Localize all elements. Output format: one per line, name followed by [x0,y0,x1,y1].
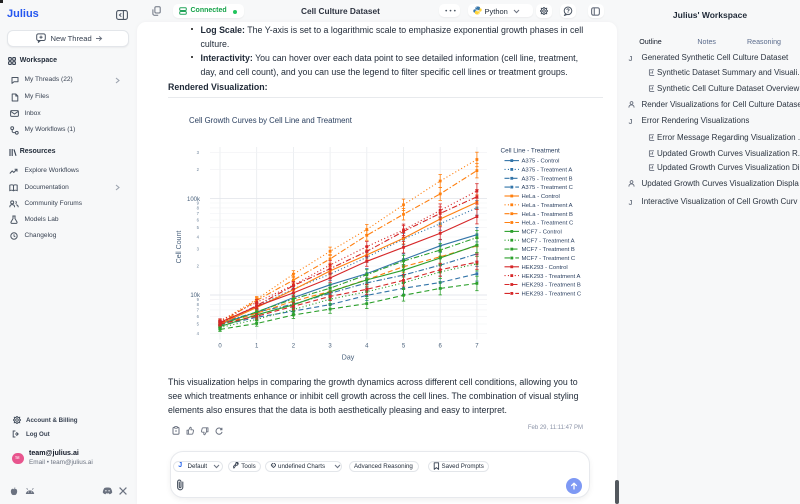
svg-text:7: 7 [197,211,200,216]
svg-text:MCF7 - Treatment A: MCF7 - Treatment A [522,238,575,244]
svg-text:HEK293 - Control: HEK293 - Control [522,265,568,271]
svg-text:4: 4 [197,331,200,336]
svg-text:8: 8 [197,302,200,307]
svg-text:2: 2 [197,264,200,269]
svg-text:4: 4 [197,235,200,240]
svg-text:5: 5 [197,225,200,230]
svg-text:HEK293 - Treatment A: HEK293 - Treatment A [522,274,581,280]
svg-text:5: 5 [402,344,406,350]
svg-text:6: 6 [439,344,443,350]
svg-text:7: 7 [197,308,200,313]
svg-text:10k: 10k [190,293,201,299]
svg-text:A375 - Treatment A: A375 - Treatment A [522,168,573,174]
svg-text:3: 3 [328,344,332,350]
svg-text:A375 - Treatment B: A375 - Treatment B [522,176,573,182]
svg-text:HEK293 - Treatment C: HEK293 - Treatment C [522,292,582,298]
svg-text:MCF7 - Treatment B: MCF7 - Treatment B [522,247,575,253]
svg-text:5: 5 [197,322,200,327]
svg-text:9: 9 [197,201,200,206]
svg-text:100k: 100k [187,197,201,203]
svg-text:Cell Line - Treatment: Cell Line - Treatment [501,148,561,155]
svg-text:6: 6 [197,218,200,223]
svg-text:A375 - Treatment C: A375 - Treatment C [522,185,574,191]
svg-text:HeLa - Treatment C: HeLa - Treatment C [522,221,574,227]
svg-text:4: 4 [365,344,369,350]
svg-text:MCF7 - Treatment C: MCF7 - Treatment C [522,256,576,262]
svg-text:Day: Day [342,355,355,362]
svg-text:2: 2 [197,167,200,172]
svg-text:9: 9 [197,297,200,302]
svg-text:A375 - Control: A375 - Control [522,159,560,165]
svg-text:1: 1 [255,344,259,350]
svg-text:2: 2 [292,344,296,350]
svg-text:8: 8 [197,206,200,211]
svg-text:3: 3 [197,247,200,252]
svg-text:6: 6 [197,314,200,319]
svg-text:7: 7 [475,344,479,350]
svg-text:HeLa - Treatment B: HeLa - Treatment B [522,212,573,218]
svg-text:HeLa - Control: HeLa - Control [522,194,560,200]
svg-text:MCF7 - Control: MCF7 - Control [522,230,562,236]
svg-text:HEK293 - Treatment B: HEK293 - Treatment B [522,283,581,289]
svg-text:Cell Growth Curves by Cell Lin: Cell Growth Curves by Cell Line and Trea… [189,116,353,125]
svg-text:3: 3 [197,150,200,155]
svg-text:0: 0 [218,344,222,350]
svg-text:Cell Count: Cell Count [176,231,183,264]
svg-text:HeLa - Treatment A: HeLa - Treatment A [522,203,573,209]
